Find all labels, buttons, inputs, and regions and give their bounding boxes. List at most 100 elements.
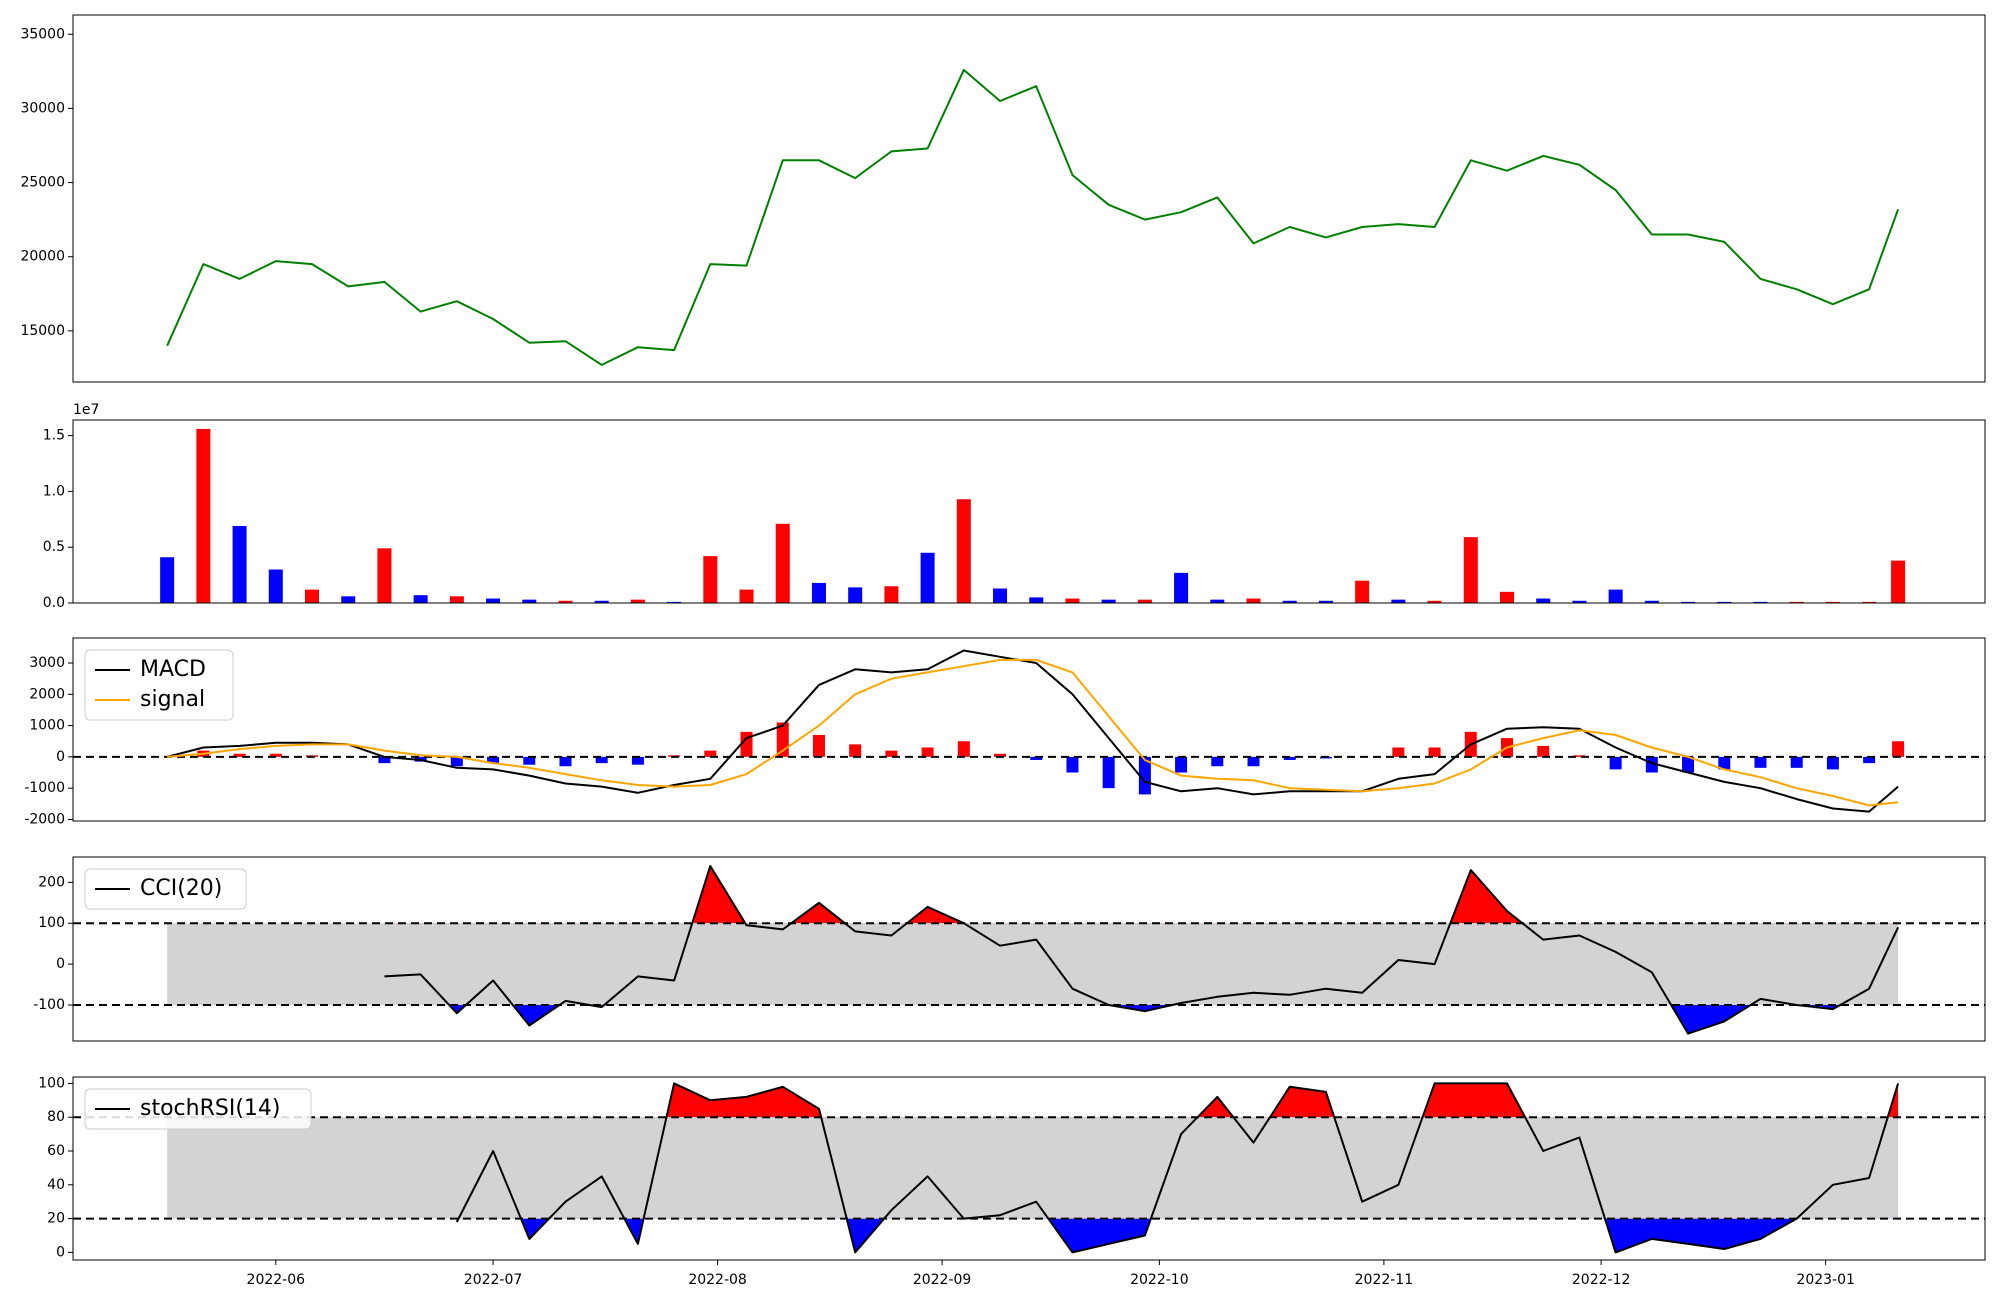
bar: [1174, 572, 1189, 603]
legend-box: [84, 1088, 312, 1130]
y-tick-label: 0.0: [43, 595, 65, 611]
axis-offset-label: 1e7: [73, 402, 99, 418]
bar: [811, 582, 826, 603]
bar: [1717, 601, 1732, 603]
axes-frame: [72, 14, 1986, 383]
histogram-bar: [1718, 756, 1731, 770]
y-tick-label: 0: [56, 956, 65, 972]
axes-frame: [72, 856, 1986, 1042]
x-tick-label: 2022-11: [1355, 1272, 1414, 1288]
bar: [1282, 600, 1297, 603]
axes-frame: [72, 419, 1986, 604]
legend-box: [84, 868, 247, 910]
legend-label: stochRSI(14): [140, 1096, 281, 1121]
histogram-bar: [1392, 747, 1405, 757]
bar: [775, 523, 790, 603]
plot-area: [160, 428, 1906, 603]
histogram-bar: [1102, 756, 1115, 789]
neutral-band: [167, 923, 1899, 1006]
y-tick-label: 15000: [20, 323, 65, 339]
bar: [1210, 599, 1225, 603]
bar: [1608, 589, 1623, 603]
bar: [594, 600, 609, 603]
histogram-bar: [631, 756, 644, 765]
legend-label: signal: [140, 687, 205, 712]
bar: [667, 601, 682, 603]
threshold-fill: [456, 1218, 1797, 1253]
x-tick-label: 2022-09: [913, 1272, 972, 1288]
y-tick-label: 60: [47, 1143, 65, 1159]
histogram-bar: [957, 741, 970, 757]
bar: [1500, 591, 1514, 603]
bar: [196, 428, 211, 603]
bar: [1137, 599, 1152, 603]
histogram-bar: [269, 753, 282, 757]
y-tick-label: 1000: [29, 718, 65, 734]
histogram-bar: [885, 750, 898, 757]
histogram-bar: [1892, 741, 1905, 757]
histogram-bar: [704, 750, 717, 757]
histogram-bar: [1537, 745, 1550, 757]
bar: [956, 499, 971, 603]
y-tick-label: 100: [38, 915, 65, 931]
histogram-bar: [849, 744, 862, 757]
histogram-bar: [1682, 756, 1695, 773]
histogram-bar: [1790, 756, 1803, 768]
bar: [232, 526, 247, 603]
histogram-bar: [1066, 756, 1079, 773]
y-tick-label: 3000: [29, 655, 65, 671]
x-tick-label: 2023-01: [1796, 1272, 1855, 1288]
series-line: [384, 865, 1900, 1035]
x-tick-label: 2022-10: [1130, 1272, 1189, 1288]
bar: [1246, 598, 1261, 603]
bar: [1427, 600, 1442, 603]
bar: [305, 589, 319, 603]
bar: [1572, 600, 1587, 603]
bar: [558, 600, 573, 603]
histogram-bar: [450, 756, 463, 767]
legend-label: MACD: [140, 657, 206, 682]
y-tick-label: 0: [56, 1244, 65, 1260]
histogram-bar: [1283, 756, 1296, 760]
y-tick-label: 100: [38, 1075, 65, 1091]
bar: [1825, 601, 1840, 603]
bar: [160, 557, 175, 603]
bar: [1318, 600, 1333, 603]
histogram-bar: [921, 747, 934, 757]
y-tick-label: 40: [47, 1177, 65, 1193]
y-tick-label: 1.0: [43, 483, 65, 499]
bar: [993, 588, 1008, 603]
y-tick-label: 0: [56, 749, 65, 765]
histogram-bar: [1175, 756, 1188, 773]
bar: [1355, 580, 1370, 603]
y-tick-label: 2000: [29, 686, 65, 702]
histogram-bar: [1609, 756, 1622, 770]
bar: [1753, 601, 1768, 603]
histogram-bar: [523, 756, 536, 765]
y-tick-label: -2000: [24, 811, 65, 827]
bar: [630, 599, 645, 603]
axes-frame: [72, 1076, 1986, 1261]
x-tick-label: 2022-06: [247, 1272, 306, 1288]
y-tick-label: 20000: [20, 249, 65, 265]
plot-area: [73, 865, 1985, 1035]
histogram-bar: [1247, 756, 1260, 767]
plot-area: [166, 68, 1900, 366]
y-tick-label: -1000: [24, 780, 65, 796]
y-tick-label: 35000: [20, 26, 65, 42]
bar: [1029, 597, 1044, 603]
axes-frame: [72, 637, 1986, 822]
bar: [268, 569, 283, 603]
histogram-bar: [1428, 747, 1441, 757]
series-line: [166, 649, 1899, 813]
histogram-bar: [595, 756, 608, 764]
bar: [449, 596, 464, 603]
y-tick-label: 20: [47, 1211, 65, 1227]
histogram-bar: [812, 734, 825, 757]
histogram-bar: [378, 756, 391, 764]
bar: [703, 556, 718, 603]
bar: [1862, 601, 1877, 603]
histogram-bar: [1826, 756, 1839, 770]
